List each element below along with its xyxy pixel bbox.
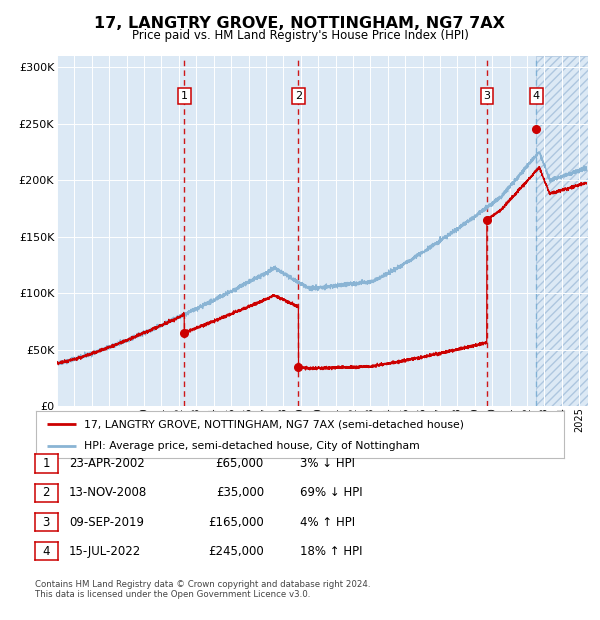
- Text: 17, LANGTRY GROVE, NOTTINGHAM, NG7 7AX: 17, LANGTRY GROVE, NOTTINGHAM, NG7 7AX: [95, 16, 505, 31]
- Text: 4: 4: [533, 91, 540, 101]
- Text: Price paid vs. HM Land Registry's House Price Index (HPI): Price paid vs. HM Land Registry's House …: [131, 29, 469, 42]
- Text: 18% ↑ HPI: 18% ↑ HPI: [300, 545, 362, 557]
- Text: 23-APR-2002: 23-APR-2002: [69, 458, 145, 470]
- Text: 2: 2: [43, 487, 50, 499]
- Text: 4: 4: [43, 545, 50, 557]
- Bar: [536, 56, 588, 406]
- Text: 13-NOV-2008: 13-NOV-2008: [69, 487, 147, 499]
- Text: £35,000: £35,000: [216, 487, 264, 499]
- Text: 3: 3: [484, 91, 490, 101]
- Text: HPI: Average price, semi-detached house, City of Nottingham: HPI: Average price, semi-detached house,…: [83, 441, 419, 451]
- Text: Contains HM Land Registry data © Crown copyright and database right 2024.
This d: Contains HM Land Registry data © Crown c…: [35, 580, 370, 599]
- Text: 69% ↓ HPI: 69% ↓ HPI: [300, 487, 362, 499]
- Text: 1: 1: [43, 458, 50, 470]
- Text: 17, LANGTRY GROVE, NOTTINGHAM, NG7 7AX (semi-detached house): 17, LANGTRY GROVE, NOTTINGHAM, NG7 7AX (…: [83, 419, 464, 429]
- Text: 3% ↓ HPI: 3% ↓ HPI: [300, 458, 355, 470]
- Text: 2: 2: [295, 91, 302, 101]
- Text: 15-JUL-2022: 15-JUL-2022: [69, 545, 141, 557]
- Text: 4% ↑ HPI: 4% ↑ HPI: [300, 516, 355, 528]
- Text: £65,000: £65,000: [216, 458, 264, 470]
- Text: 1: 1: [181, 91, 188, 101]
- Text: 09-SEP-2019: 09-SEP-2019: [69, 516, 144, 528]
- Text: £165,000: £165,000: [208, 516, 264, 528]
- Text: £245,000: £245,000: [208, 545, 264, 557]
- Text: 3: 3: [43, 516, 50, 528]
